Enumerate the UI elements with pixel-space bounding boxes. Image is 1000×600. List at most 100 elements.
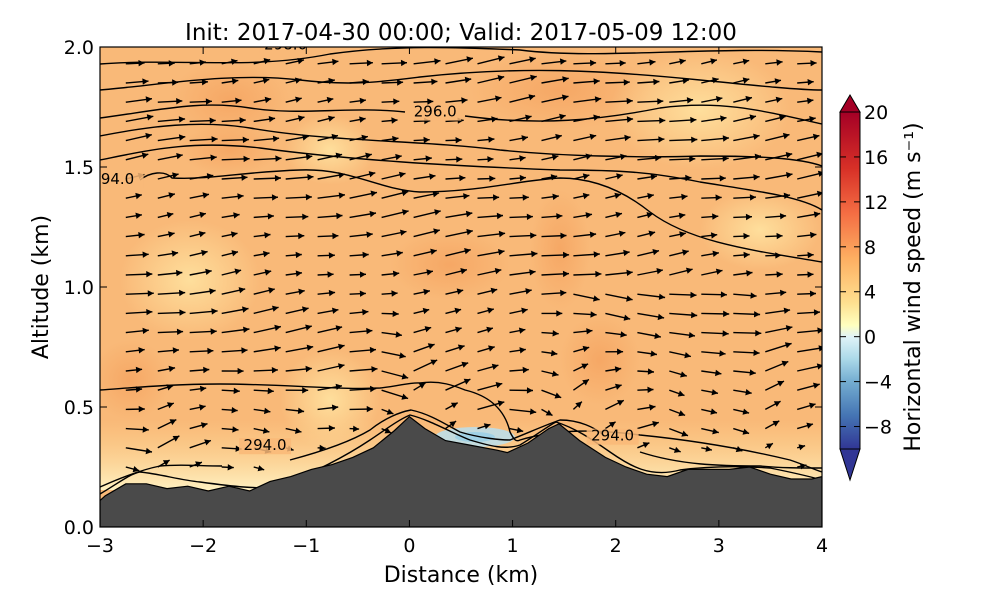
wind-vector-head <box>295 96 302 103</box>
wind-vector-head <box>497 400 505 407</box>
wind-vector-head <box>626 97 633 105</box>
wind-vector-head <box>742 428 750 435</box>
wind-vector-head <box>231 58 238 65</box>
wind-vector-head <box>807 271 814 278</box>
wind-vector-head <box>522 194 529 201</box>
wind-vector-head <box>590 59 597 67</box>
wind-vector-head <box>719 350 726 357</box>
wind-vector-head <box>654 154 662 162</box>
wind-vector-head <box>525 288 532 295</box>
wind-vector-head <box>746 270 753 277</box>
wind-vector-head <box>552 330 559 337</box>
wind-vector-head <box>326 96 334 104</box>
colorbar-extend-bottom <box>839 448 861 482</box>
wind-vector-head <box>434 209 441 216</box>
wind-vector-head <box>307 174 314 181</box>
wind-vector-head <box>145 96 152 103</box>
y-tick-label: 0.0 <box>64 517 94 539</box>
wind-vector-head <box>809 290 816 297</box>
wind-vector-head <box>498 230 506 238</box>
colorbar-body <box>840 112 860 449</box>
wind-vector-head <box>582 345 590 352</box>
wind-vector-head <box>426 269 433 276</box>
wind-vector-head <box>678 212 686 219</box>
wind-vector-head <box>495 382 503 389</box>
wind-vector-head <box>454 307 462 314</box>
wind-vector-head <box>366 231 373 238</box>
wind-vector-head <box>361 134 368 141</box>
wind-vector-head <box>319 444 326 452</box>
wind-vector-head <box>710 232 718 239</box>
wind-vector-head <box>494 268 502 275</box>
wind-vector-head <box>615 211 622 218</box>
wind-vector-head <box>711 389 718 396</box>
wind-vector-head <box>231 78 239 85</box>
theta-contour <box>100 414 822 495</box>
colorbar-tick-label: −4 <box>864 372 892 394</box>
wind-vector-head <box>806 422 813 429</box>
wind-vector <box>829 101 845 102</box>
wind-vector-head <box>425 155 432 162</box>
wind-vector-head <box>463 378 471 385</box>
wind-vector-head <box>551 154 559 161</box>
wind-max-patch <box>180 125 280 175</box>
wind-vector-head <box>784 342 792 349</box>
wind-vector-head <box>582 379 589 386</box>
wind-vector-head <box>881 348 887 354</box>
wind-vector-head <box>773 401 781 407</box>
wind-vector-head <box>623 314 631 321</box>
colorbar: −8 −4 0 4 8 12 16 20 Horizontal wind speed (m s… <box>839 94 926 482</box>
wind-vector-head <box>749 369 756 376</box>
wind-vector-head <box>241 174 248 181</box>
colorbar-ticks: −8 −4 0 4 8 12 16 20 <box>840 102 892 439</box>
wind-vector-head <box>328 252 335 259</box>
wind-vector-head <box>779 213 787 220</box>
wind-vector-head <box>264 269 272 276</box>
wind-vector-head <box>195 461 202 468</box>
wind-vector-head <box>332 232 339 240</box>
wind-vector-head <box>626 295 633 302</box>
wind-vector-head <box>487 307 494 314</box>
wind-vector-head <box>775 252 782 259</box>
wind-vector-head <box>338 192 345 199</box>
wind-vector <box>829 446 837 448</box>
wind-vector-head <box>749 194 756 201</box>
wind-vector-head <box>391 290 398 297</box>
wind-min-patch <box>120 220 260 340</box>
wind-vector-head <box>366 327 373 335</box>
wind-vector-head <box>450 402 458 409</box>
y-tick-label: 1.5 <box>64 157 94 179</box>
wind-vector-head <box>705 445 712 452</box>
wind-vector-head <box>782 132 790 140</box>
wind-max-patch <box>560 315 640 405</box>
wind-vector-head <box>370 385 377 393</box>
wind-vector-head <box>461 97 468 104</box>
wind-vector-head <box>393 98 400 105</box>
wind-max-patch <box>390 230 510 300</box>
wind-vector-head <box>550 174 558 181</box>
wind-vector-head <box>677 390 685 397</box>
wind-vector-head <box>689 155 696 163</box>
contour-label-bg <box>239 438 292 455</box>
theta-contour <box>100 381 822 473</box>
wind-vector-head <box>712 77 719 84</box>
wind-vector-head <box>813 309 820 316</box>
wind-vector-head <box>295 251 302 259</box>
x-tick-label: 0 <box>403 535 415 557</box>
wind-vector-head <box>881 173 887 179</box>
wind-vector-head <box>132 466 140 473</box>
wind-vector-head <box>720 291 727 298</box>
y-axis: 0.0 0.5 1.0 1.5 2.0 <box>64 37 822 539</box>
wind-vector-head <box>686 267 693 274</box>
wind-vector-head <box>202 192 209 199</box>
wind-vector-head <box>198 231 206 238</box>
wind-vector-head <box>582 192 590 200</box>
wind-vector-head <box>620 153 627 160</box>
wind-vector-head <box>841 79 847 85</box>
wind-vector-head <box>298 232 305 240</box>
wind-vector-head <box>779 114 786 121</box>
wind-vector-head <box>305 153 313 161</box>
wind-vector-head <box>526 213 533 220</box>
wind-vector-head <box>211 136 218 143</box>
wind-vector-head <box>271 194 278 201</box>
